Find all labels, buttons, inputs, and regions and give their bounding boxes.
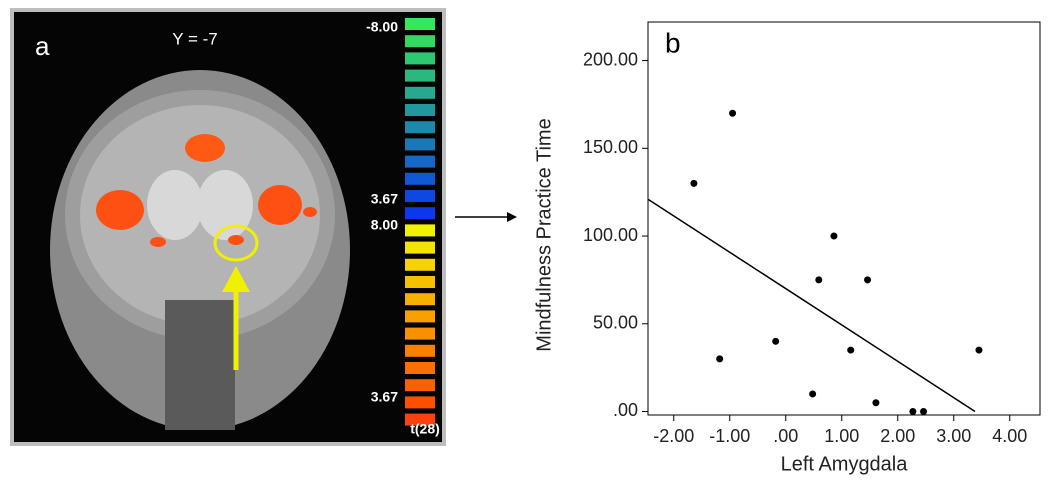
panel-label: b bbox=[665, 27, 681, 58]
point bbox=[815, 276, 823, 284]
colorbar bbox=[405, 18, 435, 426]
colorbar-swatch bbox=[405, 379, 435, 392]
x-tick-label: 2.00 bbox=[880, 426, 915, 446]
point bbox=[847, 346, 855, 354]
fit-line bbox=[647, 198, 976, 413]
ventricle-right bbox=[197, 170, 253, 240]
point bbox=[809, 390, 817, 398]
brainstem bbox=[165, 300, 235, 430]
activation bbox=[96, 190, 144, 230]
colorbar-swatch bbox=[405, 86, 435, 99]
activation bbox=[185, 134, 225, 162]
link-arrow-head bbox=[507, 212, 517, 222]
colorbar-swatch bbox=[405, 310, 435, 323]
point bbox=[830, 232, 838, 240]
brain-panel: a Y = -7 -8.00 3.67 8.00 3.67 t(28) bbox=[10, 8, 446, 446]
point bbox=[729, 109, 737, 117]
colorbar-swatch bbox=[405, 138, 435, 151]
slice-label: Y = -7 bbox=[172, 29, 218, 48]
colorbar-swatch bbox=[405, 35, 435, 48]
colorbar-swatch bbox=[405, 293, 435, 306]
scale-label: 3.67 bbox=[371, 389, 398, 405]
point bbox=[909, 407, 917, 415]
activation bbox=[303, 207, 317, 217]
panel-label: a bbox=[35, 31, 50, 61]
colorbar-swatch bbox=[405, 207, 435, 220]
y-tick-label: .00 bbox=[613, 400, 638, 420]
colorbar-swatch bbox=[405, 18, 435, 30]
activation bbox=[228, 235, 244, 245]
y-tick-label: 100.00 bbox=[583, 225, 638, 245]
scale-label: -8.00 bbox=[366, 19, 398, 35]
point bbox=[772, 337, 780, 345]
point bbox=[975, 346, 983, 354]
colorbar-swatch bbox=[405, 172, 435, 185]
activation bbox=[258, 185, 302, 225]
colorbar-swatch bbox=[405, 190, 435, 202]
point bbox=[864, 276, 872, 284]
x-axis-label: Left Amygdala bbox=[781, 453, 909, 475]
activation bbox=[150, 237, 166, 247]
y-tick-label: 50.00 bbox=[593, 313, 638, 333]
y-tick-label: 200.00 bbox=[583, 49, 638, 69]
y-tick-label: 150.00 bbox=[583, 137, 638, 157]
plot-frame bbox=[647, 21, 1041, 416]
arrow-head bbox=[222, 266, 250, 292]
colorbar-swatch bbox=[405, 276, 435, 288]
x-tick-label: -1.00 bbox=[709, 426, 750, 446]
point bbox=[690, 179, 698, 187]
y-axis-label: Mindfulness Practice Time bbox=[533, 118, 555, 351]
colorbar-swatch bbox=[405, 258, 435, 271]
scale-label: 8.00 bbox=[371, 217, 398, 233]
colorbar-swatch bbox=[405, 52, 435, 65]
colorbar-swatch bbox=[405, 344, 435, 357]
colorbar-swatch bbox=[405, 224, 435, 237]
colorbar-swatch bbox=[405, 241, 435, 254]
colorbar-swatch bbox=[405, 104, 435, 116]
colorbar-swatch bbox=[405, 155, 435, 168]
highlight-circle bbox=[213, 224, 259, 262]
x-tick-label: -2.00 bbox=[653, 426, 694, 446]
point bbox=[872, 399, 880, 407]
colorbar-swatch bbox=[405, 121, 435, 134]
colorbar-swatch bbox=[405, 413, 435, 426]
scale-title: t(28) bbox=[410, 421, 440, 437]
colorbar-swatch bbox=[405, 69, 435, 82]
x-tick-label: 3.00 bbox=[936, 426, 971, 446]
colorbar-swatch bbox=[405, 327, 435, 340]
colorbar-swatch bbox=[405, 396, 435, 409]
x-tick-label: 4.00 bbox=[992, 426, 1027, 446]
x-tick-label: .00 bbox=[773, 426, 798, 446]
x-tick-label: 1.00 bbox=[824, 426, 859, 446]
point bbox=[920, 407, 928, 415]
colorbar-swatch bbox=[405, 362, 435, 374]
scale-label: 3.67 bbox=[371, 191, 398, 207]
ventricle-left bbox=[147, 170, 203, 240]
point bbox=[716, 355, 724, 363]
